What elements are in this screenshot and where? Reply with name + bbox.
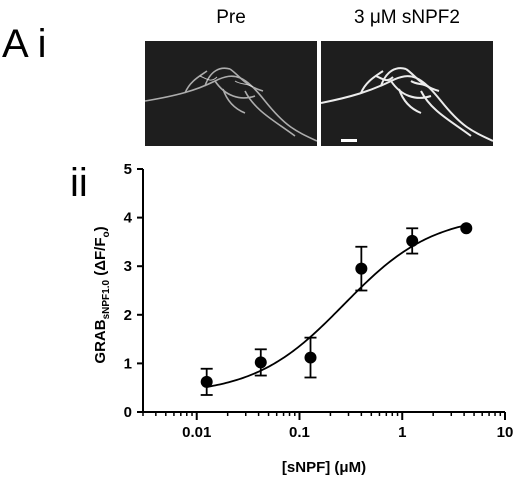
- y-ticks: 0 1 2 3 4 5: [124, 161, 143, 421]
- data-point: [406, 234, 419, 247]
- x-ticks: 0.01 0.1 1 10: [142, 412, 514, 441]
- y-tick-label: 0: [124, 404, 132, 421]
- image-title-sNPF2: 3 μM sNPF2: [354, 7, 460, 28]
- micrograph-sNPF2-drawing: [321, 67, 493, 142]
- x-tick-label: 1: [398, 424, 406, 441]
- y-axis-label: GRABsNPF1.0 (ΔF/Fo): [92, 226, 112, 363]
- y-tick-label: 3: [124, 258, 132, 275]
- x-tick-label: 0.01: [182, 424, 211, 441]
- fit-curve: [206, 224, 467, 388]
- data-point: [254, 356, 267, 369]
- y-tick-label: 2: [124, 307, 132, 324]
- data-point: [460, 222, 473, 235]
- subpanel-i-label: i: [37, 22, 47, 66]
- data-point: [200, 375, 213, 388]
- y-tick-label: 5: [124, 161, 132, 178]
- micrograph-pre-drawing: [145, 67, 317, 142]
- data-point: [355, 262, 368, 275]
- panel-letter: A i: [2, 24, 47, 64]
- scale-bar: [341, 139, 357, 142]
- image-title-pre: Pre: [216, 7, 246, 28]
- subpanel-ii-label: ii: [70, 161, 88, 205]
- micrograph-pre: [145, 41, 317, 146]
- micrograph-sNPF2: [321, 41, 493, 146]
- y-label-sub: sNPF1.0: [101, 280, 112, 320]
- y-label-o: o: [101, 231, 112, 237]
- x-axis-label: [sNPF] (μM): [282, 459, 366, 476]
- x-tick-label: 10: [497, 424, 514, 441]
- y-tick-label: 4: [124, 210, 133, 227]
- data-points: [200, 222, 473, 396]
- x-tick-label: 0.1: [289, 424, 310, 441]
- y-tick-label: 1: [124, 355, 132, 372]
- data-point: [304, 351, 317, 364]
- y-label-rest: (ΔF/F: [92, 238, 109, 280]
- y-label-main: GRAB: [92, 319, 109, 363]
- panel-letter-a: A: [2, 22, 27, 66]
- y-label-end: ): [92, 226, 109, 231]
